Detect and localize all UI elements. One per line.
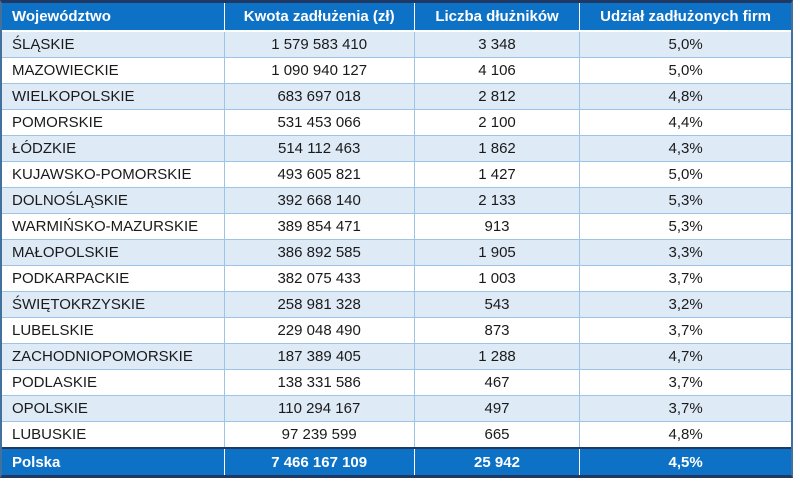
voivodeship-name-cell: ŚLĄSKIE xyxy=(2,31,225,58)
total-row-label: Polska xyxy=(2,447,225,475)
voivodeship-name-cell: OPOLSKIE xyxy=(2,395,225,422)
voivodeship-name-cell: MAZOWIECKIE xyxy=(2,57,225,84)
debt-amount-cell: 514 112 463 xyxy=(224,135,415,162)
debtor-count-cell: 1 862 xyxy=(414,135,581,162)
table-row: MAŁOPOLSKIE 386 892 585 1 905 3,3% xyxy=(2,239,791,266)
table-row: MAZOWIECKIE 1 090 940 127 4 106 5,0% xyxy=(2,57,791,84)
table-row: WARMIŃSKO-MAZURSKIE 389 854 471 913 5,3% xyxy=(2,213,791,240)
table-row: ŚLĄSKIE 1 579 583 410 3 348 5,0% xyxy=(2,31,791,58)
debt-amount-cell: 389 854 471 xyxy=(224,213,415,240)
voivodeship-name-cell: LUBUSKIE xyxy=(2,421,225,449)
debt-amount-cell: 386 892 585 xyxy=(224,239,415,266)
debt-share-cell: 5,3% xyxy=(579,187,791,214)
debt-share-cell: 5,0% xyxy=(579,31,791,58)
debt-share-cell: 4,8% xyxy=(579,421,791,449)
column-header-udzial-zadluzonych-firm: Udział zadłużonych firm xyxy=(579,3,791,32)
header-row: Województwo Kwota zadłużenia (zł) Liczba… xyxy=(2,3,791,32)
table-row: LUBELSKIE 229 048 490 873 3,7% xyxy=(2,317,791,344)
debt-share-cell: 3,7% xyxy=(579,395,791,422)
table-row: ZACHODNIOPOMORSKIE 187 389 405 1 288 4,7% xyxy=(2,343,791,370)
table-row: OPOLSKIE 110 294 167 497 3,7% xyxy=(2,395,791,422)
debt-amount-cell: 97 239 599 xyxy=(224,421,415,449)
table-body: ŚLĄSKIE 1 579 583 410 3 348 5,0% MAZOWIECKIE… xyxy=(2,31,791,449)
debt-share-cell: 4,3% xyxy=(579,135,791,162)
debt-share-cell: 3,7% xyxy=(579,317,791,344)
debt-share-cell: 3,7% xyxy=(579,265,791,292)
table-row: ŁÓDZKIE 514 112 463 1 862 4,3% xyxy=(2,135,791,162)
debtor-count-cell: 2 100 xyxy=(414,109,581,136)
total-row: Polska 7 466 167 109 25 942 4,5% xyxy=(2,447,791,475)
table-row: POMORSKIE 531 453 066 2 100 4,4% xyxy=(2,109,791,136)
debt-amount-cell: 1 579 583 410 xyxy=(224,31,415,58)
voivodeship-name-cell: KUJAWSKO-POMORSKIE xyxy=(2,161,225,188)
debtor-count-cell: 913 xyxy=(414,213,581,240)
debtor-count-cell: 2 133 xyxy=(414,187,581,214)
debt-amount-cell: 392 668 140 xyxy=(224,187,415,214)
debt-share-cell: 5,0% xyxy=(579,161,791,188)
data-table: Województwo Kwota zadłużenia (zł) Liczba… xyxy=(2,3,791,475)
debt-amount-cell: 1 090 940 127 xyxy=(224,57,415,84)
debt-amount-cell: 258 981 328 xyxy=(224,291,415,318)
voivodeship-name-cell: DOLNOŚLĄSKIE xyxy=(2,187,225,214)
voivodeship-name-cell: WARMIŃSKO-MAZURSKIE xyxy=(2,213,225,240)
debtor-count-cell: 543 xyxy=(414,291,581,318)
debtor-count-cell: 1 905 xyxy=(414,239,581,266)
table-row: DOLNOŚLĄSKIE 392 668 140 2 133 5,3% xyxy=(2,187,791,214)
debtor-count-cell: 1 003 xyxy=(414,265,581,292)
debtor-count-cell: 2 812 xyxy=(414,83,581,110)
debtor-count-cell: 3 348 xyxy=(414,31,581,58)
table-row: WIELKOPOLSKIE 683 697 018 2 812 4,8% xyxy=(2,83,791,110)
debt-amount-cell: 683 697 018 xyxy=(224,83,415,110)
debt-amount-cell: 531 453 066 xyxy=(224,109,415,136)
debt-share-cell: 4,8% xyxy=(579,83,791,110)
debtor-count-cell: 1 288 xyxy=(414,343,581,370)
debtor-count-cell: 665 xyxy=(414,421,581,449)
debt-share-cell: 4,7% xyxy=(579,343,791,370)
debt-amount-cell: 382 075 433 xyxy=(224,265,415,292)
voivodeship-name-cell: PODLASKIE xyxy=(2,369,225,396)
column-header-wojewodztwo: Województwo xyxy=(2,3,225,32)
table-row: PODLASKIE 138 331 586 467 3,7% xyxy=(2,369,791,396)
debt-share-cell: 5,0% xyxy=(579,57,791,84)
total-debtor-count: 25 942 xyxy=(414,447,581,475)
voivodeship-name-cell: MAŁOPOLSKIE xyxy=(2,239,225,266)
debt-amount-cell: 138 331 586 xyxy=(224,369,415,396)
table-row: PODKARPACKIE 382 075 433 1 003 3,7% xyxy=(2,265,791,292)
table-row: LUBUSKIE 97 239 599 665 4,8% xyxy=(2,421,791,449)
voivodeship-name-cell: POMORSKIE xyxy=(2,109,225,136)
debtor-count-cell: 4 106 xyxy=(414,57,581,84)
table-row: KUJAWSKO-POMORSKIE 493 605 821 1 427 5,0% xyxy=(2,161,791,188)
column-header-liczba-dluznikow: Liczba dłużników xyxy=(414,3,581,32)
debt-share-cell: 3,2% xyxy=(579,291,791,318)
total-debt-amount: 7 466 167 109 xyxy=(224,447,415,475)
voivodeship-name-cell: ZACHODNIOPOMORSKIE xyxy=(2,343,225,370)
debt-share-cell: 5,3% xyxy=(579,213,791,240)
debtor-count-cell: 497 xyxy=(414,395,581,422)
debt-amount-cell: 229 048 490 xyxy=(224,317,415,344)
debt-amount-cell: 187 389 405 xyxy=(224,343,415,370)
voivodeship-name-cell: PODKARPACKIE xyxy=(2,265,225,292)
voivodeship-name-cell: ŁÓDZKIE xyxy=(2,135,225,162)
debt-amount-cell: 493 605 821 xyxy=(224,161,415,188)
debtor-count-cell: 873 xyxy=(414,317,581,344)
debtor-count-cell: 1 427 xyxy=(414,161,581,188)
debt-by-voivodeship-table: Województwo Kwota zadłużenia (zł) Liczba… xyxy=(0,0,793,478)
debt-share-cell: 3,7% xyxy=(579,369,791,396)
debt-amount-cell: 110 294 167 xyxy=(224,395,415,422)
voivodeship-name-cell: WIELKOPOLSKIE xyxy=(2,83,225,110)
table-row: ŚWIĘTOKRZYSKIE 258 981 328 543 3,2% xyxy=(2,291,791,318)
debtor-count-cell: 467 xyxy=(414,369,581,396)
debt-share-cell: 3,3% xyxy=(579,239,791,266)
voivodeship-name-cell: LUBELSKIE xyxy=(2,317,225,344)
debt-share-cell: 4,4% xyxy=(579,109,791,136)
total-debt-share: 4,5% xyxy=(579,447,791,475)
column-header-kwota-zadluzenia: Kwota zadłużenia (zł) xyxy=(224,3,415,32)
voivodeship-name-cell: ŚWIĘTOKRZYSKIE xyxy=(2,291,225,318)
